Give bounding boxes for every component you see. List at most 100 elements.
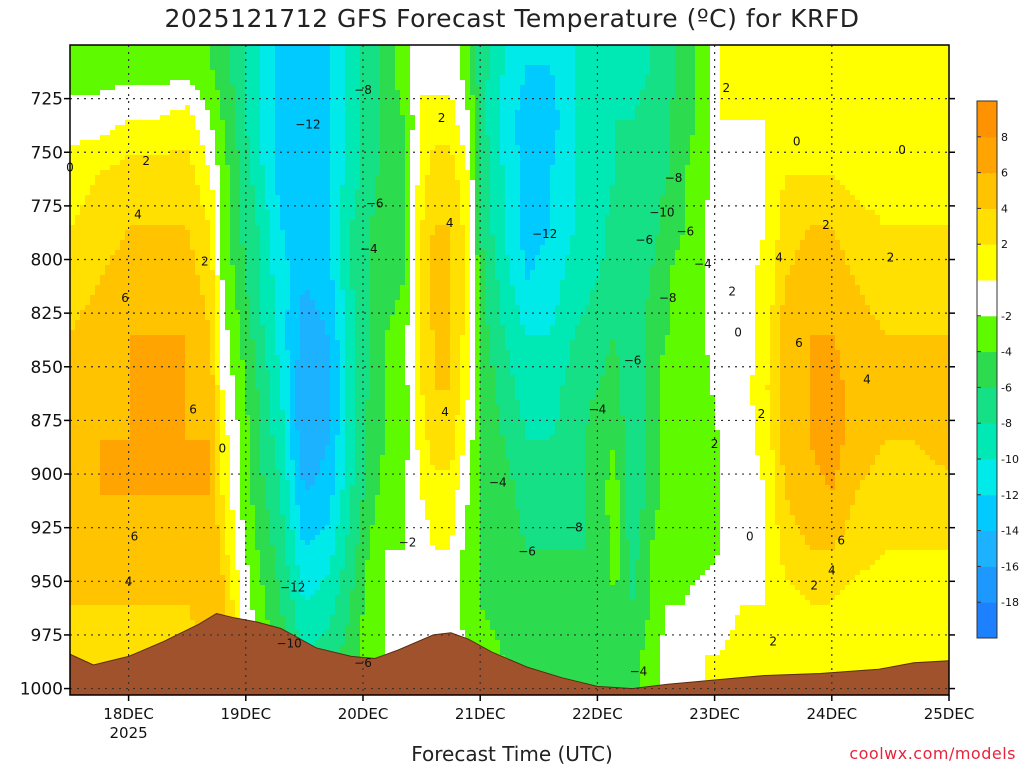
field-cell [375, 45, 381, 176]
field-cell [830, 600, 836, 695]
field-cell [95, 140, 101, 176]
field-cell [605, 515, 611, 695]
field-cell [205, 220, 211, 321]
field-cell [750, 605, 756, 695]
field-cell [460, 145, 466, 226]
field-cell [810, 605, 816, 695]
contour-label: 4 [134, 207, 142, 221]
field-cell [655, 510, 661, 695]
field-cell [295, 505, 301, 566]
field-cell [175, 80, 181, 111]
field-cell [420, 220, 426, 396]
field-cell [200, 295, 206, 441]
field-cell [690, 45, 696, 136]
contour-label: 0 [793, 135, 801, 149]
field-cell [105, 90, 111, 136]
field-cell [520, 85, 526, 251]
field-cell [300, 480, 306, 541]
contour-label: −4 [489, 476, 507, 490]
field-cell [745, 120, 751, 606]
field-cell [550, 550, 556, 695]
field-cell [480, 250, 486, 611]
field-cell [505, 460, 511, 695]
colorbar-swatch [977, 423, 997, 460]
field-cell [110, 45, 116, 91]
field-cell [540, 335, 546, 441]
field-cell [930, 460, 936, 551]
field-cell [820, 175, 826, 226]
field-cell [885, 440, 891, 551]
field-cell [865, 45, 871, 211]
field-cell [190, 165, 196, 251]
field-cell [815, 605, 821, 695]
colorbar-swatch [977, 494, 997, 532]
field-cell [885, 225, 891, 336]
field-cell [840, 250, 846, 381]
field-cell [750, 45, 756, 121]
field-cell [340, 45, 346, 186]
field-cell [210, 70, 216, 131]
field-cell [175, 335, 181, 496]
field-cell [540, 65, 546, 246]
field-cell [440, 145, 446, 226]
field-cell [155, 120, 161, 156]
field-cell [810, 550, 816, 606]
field-cell [210, 45, 216, 71]
field-cell [425, 440, 431, 521]
field-cell [540, 245, 546, 336]
credit-link[interactable]: coolwx.com/models [849, 744, 1016, 763]
field-cell [315, 535, 321, 591]
field-cell [160, 335, 166, 496]
contour-label: −6 [518, 544, 536, 558]
field-cell [365, 560, 371, 695]
field-cell [435, 225, 441, 391]
field-cell [405, 325, 411, 386]
field-cell [400, 115, 406, 286]
field-cell [480, 45, 486, 251]
field-cell [780, 190, 786, 306]
contour-label: 4 [441, 405, 449, 419]
field-cell [845, 190, 851, 266]
field-cell [545, 65, 551, 236]
field-cell [450, 535, 456, 695]
field-cell [90, 95, 96, 141]
field-cell [615, 120, 621, 356]
field-cell [225, 435, 231, 556]
colorbar: -18 -16 -14 -12 -10 -8 -6 -4 -2 2 4 6 8 [976, 100, 1019, 639]
colorbar-swatch [977, 280, 997, 317]
field-cell [295, 565, 301, 631]
field-cell [690, 135, 696, 586]
field-cell [430, 330, 436, 466]
field-cell [865, 210, 871, 306]
field-cell [715, 655, 721, 695]
field-cell [415, 185, 421, 451]
field-cell [610, 185, 616, 341]
field-cell [720, 650, 726, 695]
field-cell [345, 535, 351, 626]
field-cell [780, 305, 786, 466]
field-cell [220, 45, 226, 121]
field-cell [665, 605, 671, 695]
field-cell [900, 550, 906, 695]
field-cell [870, 45, 876, 211]
field-cell [135, 605, 141, 695]
y-tick-label: 825 [31, 304, 63, 324]
contour-label: 6 [131, 529, 139, 543]
field-cell [120, 240, 126, 441]
field-cell [265, 510, 271, 621]
terrain-shape [70, 612, 949, 695]
field-cell [770, 305, 776, 451]
field-cell [645, 75, 651, 301]
field-cell [920, 225, 926, 336]
field-cell [815, 45, 821, 176]
field-cell [935, 465, 941, 551]
field-cell [70, 225, 76, 331]
colorbar-swatch [977, 315, 997, 353]
field-cell [235, 420, 241, 571]
field-cell [205, 495, 211, 695]
y-tick-label: 1000 [20, 680, 63, 700]
field-cell [405, 385, 411, 461]
field-cell [470, 180, 476, 441]
field-cell [810, 225, 816, 336]
field-cell [925, 335, 931, 456]
